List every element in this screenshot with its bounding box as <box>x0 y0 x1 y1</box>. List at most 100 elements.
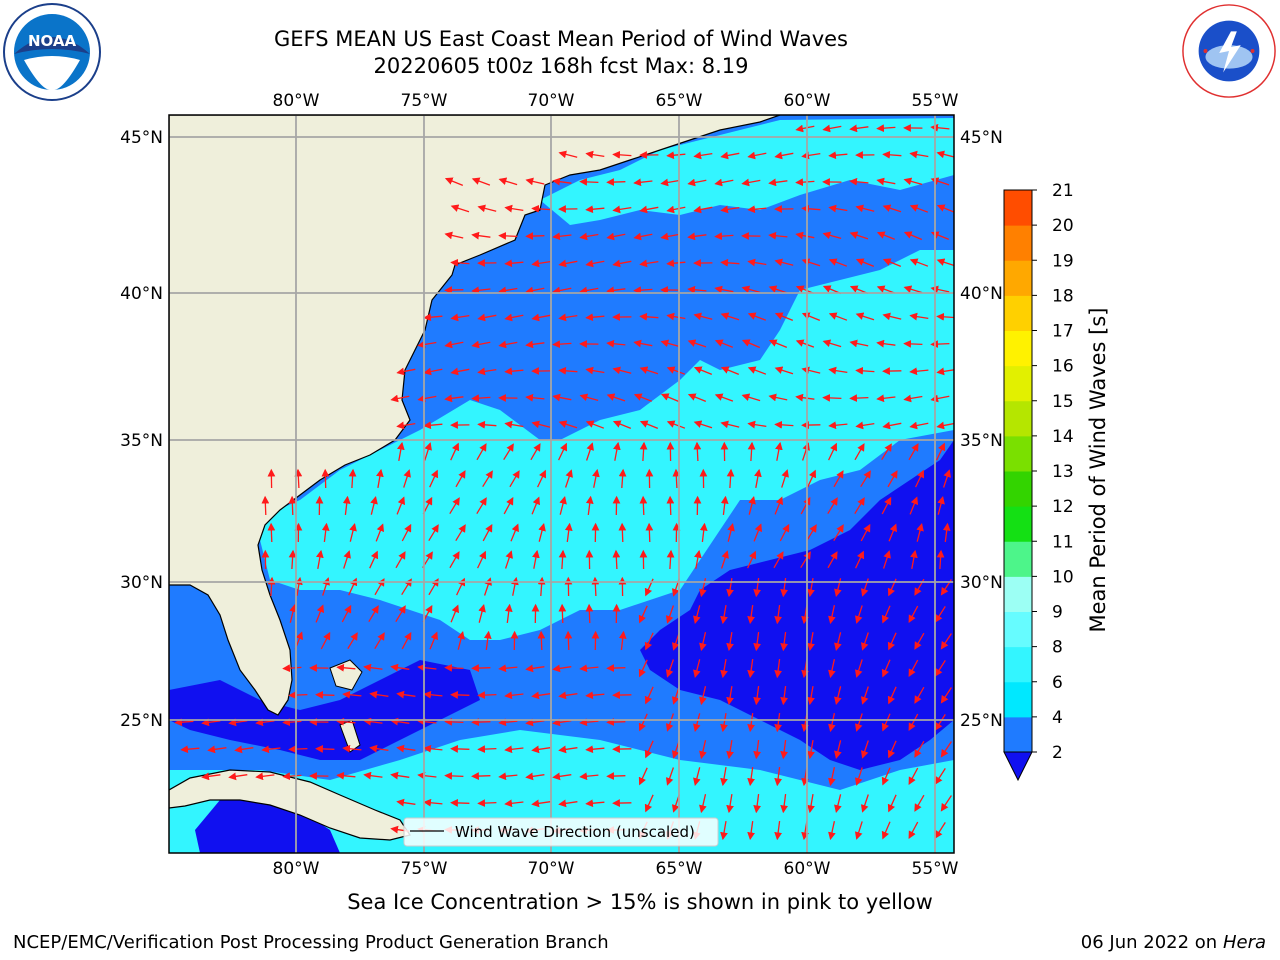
wind-wave-arrow <box>854 767 863 786</box>
wind-wave-arrow <box>638 713 648 732</box>
wind-wave-arrow <box>552 286 572 295</box>
wind-wave-arrow <box>579 232 599 241</box>
wind-wave-arrow <box>855 421 875 430</box>
wind-wave-arrow <box>288 745 308 754</box>
wind-wave-arrow <box>774 713 783 733</box>
wind-wave-arrow <box>834 794 842 813</box>
wind-wave-arrow <box>321 468 330 489</box>
wind-wave-arrow <box>876 339 896 348</box>
colorbar-bin <box>1004 576 1032 612</box>
wind-wave-arrow <box>807 631 815 652</box>
wind-wave-arrow <box>444 340 464 349</box>
wind-wave-arrow <box>639 259 659 268</box>
wind-wave-arrow <box>498 772 518 781</box>
wind-wave-arrow <box>774 258 794 267</box>
wind-wave-arrow <box>666 366 686 375</box>
wind-wave-arrow <box>909 150 929 159</box>
wind-wave-arrow <box>720 495 729 515</box>
wind-wave-arrow <box>478 604 486 623</box>
wind-wave-arrow <box>687 178 707 187</box>
wind-wave-arrow <box>774 151 794 160</box>
wind-wave-arrow <box>606 718 626 726</box>
chart-subtitle: 20220605 t00z 168h fcst Max: 8.19 <box>373 54 749 78</box>
wind-wave-arrow <box>552 664 572 673</box>
wind-wave-arrow <box>450 691 470 699</box>
wind-wave-arrow <box>768 231 788 240</box>
colorbar-tick-label: 2 <box>1052 743 1063 763</box>
wind-wave-arrow <box>417 663 437 672</box>
wind-wave-arrow <box>747 713 755 733</box>
wind-wave-arrow <box>510 523 519 542</box>
wind-wave-arrow <box>471 772 491 780</box>
wind-wave-arrow <box>639 441 648 462</box>
wind-wave-arrow <box>780 794 789 814</box>
wind-wave-arrow <box>363 771 383 780</box>
wind-wave-arrow <box>530 443 541 461</box>
wind-wave-arrow <box>531 745 551 754</box>
wind-wave-arrow <box>503 496 514 515</box>
wind-wave-arrow <box>849 177 869 186</box>
wind-wave-arrow <box>457 631 465 650</box>
legend-label: Wind Wave Direction (unscaled) <box>455 823 695 841</box>
wind-wave-arrow <box>396 798 416 807</box>
wind-wave-arrow <box>747 767 755 787</box>
wind-wave-arrow <box>801 258 821 267</box>
wind-wave-arrow <box>720 366 740 376</box>
wind-wave-arrow <box>503 443 514 461</box>
wind-wave-arrow <box>401 523 412 542</box>
wind-wave-arrow <box>321 522 330 542</box>
wind-wave-arrow <box>714 393 734 402</box>
wind-wave-arrow <box>579 393 599 402</box>
wind-wave-arrow <box>618 630 627 650</box>
footer-date: 06 Jun 2022 on Hera <box>1081 932 1266 953</box>
wind-wave-arrow <box>800 496 811 515</box>
wind-wave-arrow <box>854 605 863 624</box>
map-frame <box>168 114 955 854</box>
wind-wave-arrow <box>699 794 707 814</box>
wind-wave-arrow <box>531 313 551 322</box>
wind-wave-arrow <box>612 366 632 375</box>
lat-label-left: 40°N <box>120 284 163 304</box>
wind-wave-arrow <box>525 772 545 781</box>
wind-wave-arrow <box>687 339 707 348</box>
colorbar-bin <box>1004 435 1032 472</box>
wind-wave-arrow <box>887 470 898 488</box>
wind-wave-arrow <box>940 687 952 704</box>
wind-wave-arrow <box>585 603 594 624</box>
wind-wave-arrow <box>315 604 325 623</box>
wind-wave-arrow <box>342 495 351 515</box>
wind-wave-arrow <box>806 524 817 542</box>
wind-wave-arrow <box>781 469 789 488</box>
wind-wave-arrow <box>424 442 432 461</box>
colorbar-tick-label: 19 <box>1052 251 1074 271</box>
wind-wave-arrow <box>807 739 815 760</box>
wind-wave-arrow <box>390 663 410 672</box>
colorbar-under-extension <box>1003 751 1033 782</box>
wind-wave-arrow <box>854 443 865 461</box>
colorbar-tick-label: 11 <box>1052 532 1074 552</box>
colorbar-bin <box>1004 225 1032 261</box>
wind-wave-arrow <box>207 745 227 754</box>
wind-wave-arrow <box>807 577 815 598</box>
map-legend: Wind Wave Direction (unscaled) <box>403 817 719 847</box>
wind-wave-arrow <box>498 718 518 727</box>
wind-wave-arrow <box>585 366 605 375</box>
colorbar-bin <box>1004 506 1032 542</box>
wind-wave-arrow <box>504 259 524 268</box>
cyan-field-central <box>255 250 954 640</box>
wind-wave-arrow <box>606 664 626 672</box>
wind-wave-arrow <box>720 550 729 569</box>
wind-wave-arrow <box>800 551 811 569</box>
colorbar-tick-label: 18 <box>1052 286 1074 306</box>
wind-wave-arrow <box>509 470 520 488</box>
colorbar-tick-label: 21 <box>1052 181 1074 201</box>
wind-wave-arrow <box>639 366 659 375</box>
wind-wave-arrow <box>363 717 383 726</box>
colorbar-bin <box>1004 295 1032 331</box>
wind-wave-arrow <box>747 151 767 160</box>
wind-wave-arrow <box>349 523 357 542</box>
wind-wave-arrow <box>369 690 389 699</box>
wind-wave-arrow <box>477 691 497 700</box>
wind-wave-arrow <box>606 339 626 348</box>
wind-wave-arrow <box>876 394 896 403</box>
